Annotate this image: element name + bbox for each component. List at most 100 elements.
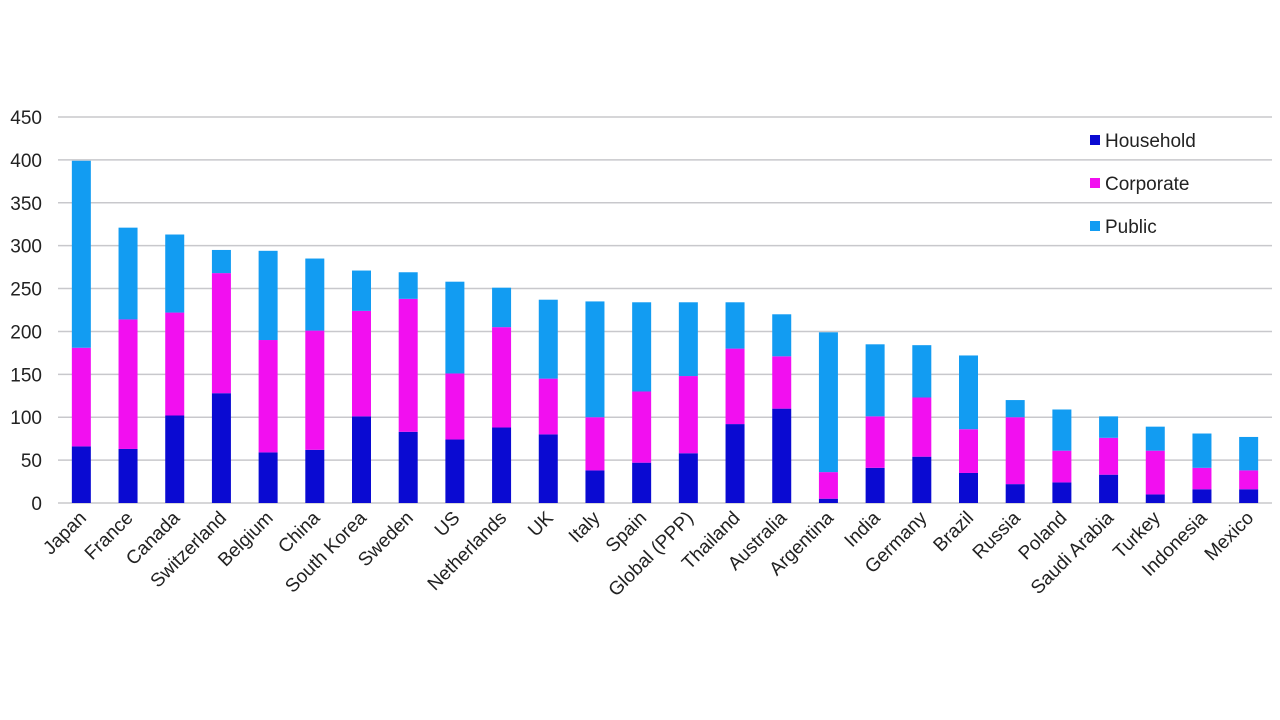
bar-corporate-indonesia	[1192, 467, 1212, 490]
bar-corporate-italy	[585, 417, 605, 471]
bar-household-italy	[585, 470, 605, 503]
y-tick-label: 450	[10, 108, 42, 129]
bar-public-mexico	[1239, 436, 1259, 471]
bar-household-australia	[772, 408, 792, 503]
bar-household-global-ppp-	[678, 453, 698, 503]
bar-household-netherlands	[492, 427, 512, 503]
bars	[71, 160, 1259, 503]
bar-household-china	[305, 449, 325, 503]
bar-household-argentina	[818, 498, 838, 503]
bar-household-switzerland	[211, 393, 231, 503]
bar-corporate-poland	[1052, 450, 1072, 483]
legend: Household Corporate Public	[1090, 131, 1196, 238]
bar-household-indonesia	[1192, 489, 1212, 503]
legend-swatch-public	[1090, 221, 1100, 231]
bar-corporate-argentina	[818, 472, 838, 499]
bar-household-sweden	[398, 431, 418, 503]
legend-swatch-corporate	[1090, 178, 1100, 188]
bar-household-poland	[1052, 482, 1072, 503]
bar-public-south-korea	[352, 270, 371, 311]
y-tick-label: 100	[10, 408, 42, 429]
bar-public-uk	[538, 299, 558, 379]
bar-public-saudi-arabia	[1099, 416, 1119, 438]
bar-corporate-turkey	[1145, 450, 1165, 495]
bar-corporate-switzerland	[211, 273, 231, 394]
bar-public-switzerland	[211, 249, 231, 274]
bar-corporate-netherlands	[492, 327, 512, 428]
bar-public-australia	[772, 314, 792, 357]
bar-household-india	[865, 467, 885, 503]
bar-public-canada	[165, 234, 185, 313]
bar-public-brazil	[959, 355, 978, 430]
bar-corporate-saudi-arabia	[1099, 437, 1119, 475]
bar-corporate-mexico	[1239, 470, 1259, 490]
bar-household-turkey	[1145, 494, 1165, 503]
bar-public-indonesia	[1192, 433, 1212, 468]
bar-public-russia	[1005, 400, 1025, 418]
x-tick-label: Russia	[969, 507, 1025, 563]
bar-household-russia	[1005, 484, 1025, 503]
y-tick-label: 50	[21, 451, 42, 472]
bar-public-netherlands	[492, 287, 512, 328]
bar-household-japan	[71, 446, 91, 503]
bar-household-thailand	[725, 424, 745, 503]
bar-corporate-brazil	[959, 429, 978, 473]
bar-public-india	[865, 344, 885, 417]
bar-household-belgium	[258, 452, 278, 503]
bar-household-south-korea	[352, 416, 371, 503]
x-tick-label: US	[431, 508, 465, 542]
bar-corporate-belgium	[258, 340, 278, 453]
y-tick-label: 300	[10, 237, 42, 258]
bar-household-us	[445, 439, 465, 503]
bar-corporate-japan	[71, 347, 91, 447]
y-tick-label: 250	[10, 280, 42, 301]
bar-public-china	[305, 258, 325, 331]
bar-public-italy	[585, 301, 605, 418]
x-tick-label: Italy	[565, 507, 605, 547]
bar-household-germany	[912, 456, 932, 503]
x-tick-label: UK	[524, 507, 558, 541]
bar-corporate-global-ppp-	[678, 376, 698, 454]
bar-public-france	[118, 227, 138, 320]
legend-label-corporate: Corporate	[1105, 174, 1190, 195]
y-tick-label: 150	[10, 365, 42, 386]
y-tick-label: 0	[31, 494, 42, 515]
x-tick-label: Mexico	[1201, 508, 1258, 565]
bar-corporate-south-korea	[352, 310, 371, 417]
legend-label-household: Household	[1105, 131, 1196, 152]
bar-corporate-canada	[165, 312, 185, 416]
legend-swatch-household	[1090, 135, 1100, 145]
bar-public-poland	[1052, 409, 1072, 451]
y-tick-label: 350	[10, 194, 42, 215]
bar-corporate-thailand	[725, 348, 745, 425]
bar-corporate-france	[118, 319, 138, 449]
bar-corporate-sweden	[398, 298, 418, 432]
bar-household-mexico	[1239, 489, 1259, 503]
bar-household-saudi-arabia	[1099, 474, 1119, 503]
x-axis-ticks: JapanFranceCanadaSwitzerlandBelgiumChina…	[39, 507, 1258, 601]
bar-corporate-india	[865, 416, 885, 468]
bar-public-japan	[71, 160, 91, 348]
bar-public-turkey	[1145, 426, 1165, 451]
bar-public-us	[445, 281, 465, 374]
bar-household-france	[118, 448, 138, 503]
bar-public-belgium	[258, 250, 278, 341]
bar-public-spain	[632, 302, 652, 392]
bar-corporate-spain	[632, 391, 652, 463]
bar-corporate-us	[445, 373, 465, 440]
legend-label-public: Public	[1105, 217, 1157, 238]
y-tick-label: 400	[10, 151, 42, 172]
bar-household-uk	[538, 434, 558, 503]
bar-corporate-russia	[1005, 417, 1025, 485]
bar-corporate-china	[305, 330, 325, 450]
bar-public-global-ppp-	[678, 302, 698, 377]
bar-corporate-australia	[772, 356, 792, 409]
bar-public-sweden	[398, 272, 418, 299]
bar-public-germany	[912, 345, 932, 398]
bar-household-brazil	[959, 472, 978, 503]
bar-household-canada	[165, 415, 185, 503]
y-tick-label: 200	[10, 322, 42, 343]
bar-corporate-germany	[912, 397, 932, 457]
bar-public-argentina	[818, 332, 838, 473]
